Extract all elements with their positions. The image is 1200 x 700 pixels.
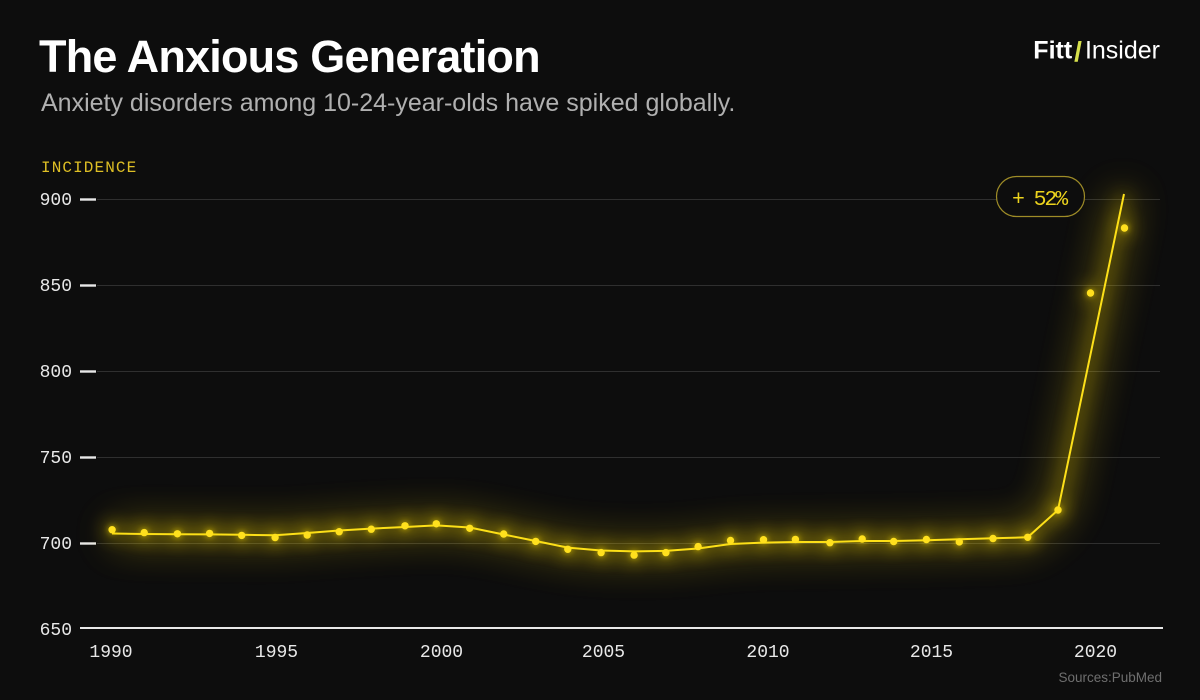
svg-text:800: 800 xyxy=(40,363,72,383)
svg-text:850: 850 xyxy=(40,277,72,297)
svg-text:900: 900 xyxy=(40,191,72,211)
svg-text:2005: 2005 xyxy=(582,643,625,663)
svg-text:2020: 2020 xyxy=(1074,643,1117,663)
svg-text:750: 750 xyxy=(40,449,72,469)
svg-text:650: 650 xyxy=(40,621,72,641)
svg-text:+ 52%: + 52% xyxy=(1012,188,1068,212)
svg-text:1990: 1990 xyxy=(89,643,132,663)
svg-text:2015: 2015 xyxy=(910,643,953,663)
svg-text:INCIDENCE: INCIDENCE xyxy=(41,159,137,177)
svg-text:2010: 2010 xyxy=(746,643,789,663)
svg-text:1995: 1995 xyxy=(255,643,298,663)
svg-text:2000: 2000 xyxy=(420,643,463,663)
svg-text:700: 700 xyxy=(40,535,72,555)
